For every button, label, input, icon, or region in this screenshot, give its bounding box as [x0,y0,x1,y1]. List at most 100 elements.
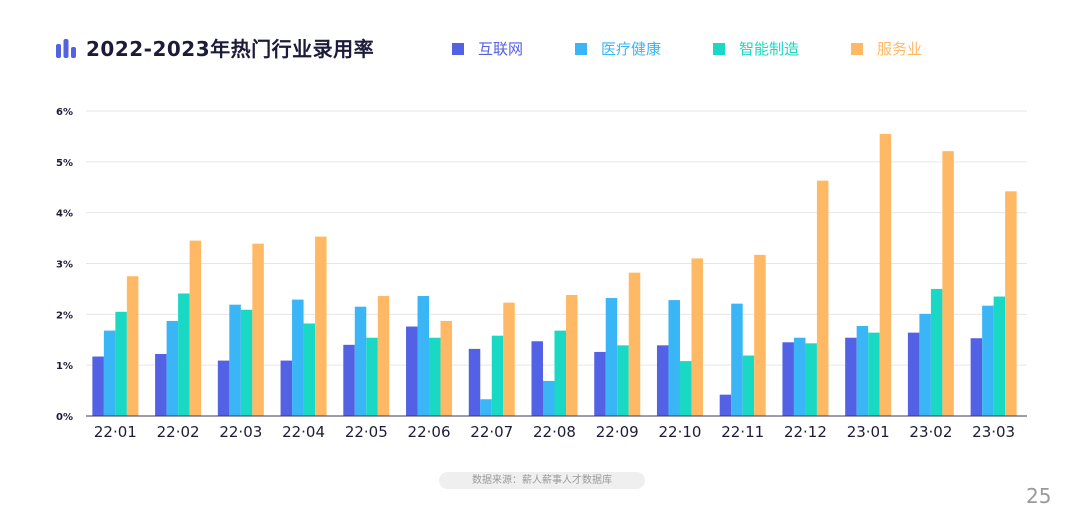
legend-label: 互联网 [478,40,524,58]
bar-3 [554,330,566,416]
bar-3 [429,337,441,416]
bar-2 [605,298,618,416]
y-tick-label: 1% [56,361,73,372]
x-tick-label: 22·12 [784,423,827,441]
bar-4 [628,272,641,416]
x-tick-label: 22·08 [533,423,576,441]
bar-1 [845,337,857,416]
bar-1 [719,394,732,416]
x-tick-label: 22·09 [596,423,639,441]
legend-swatch [851,42,864,55]
bar-1 [217,360,230,416]
bar-2 [480,399,492,416]
chart-legend: 互联网 医疗健康 智能制造 服务业 [452,38,974,59]
x-tick-label: 22·10 [658,423,701,441]
legend-swatch [575,42,588,55]
bar-3 [993,296,1006,416]
bar-4 [377,296,390,416]
x-tick-label: 23·01 [847,423,890,441]
bar-2 [354,306,367,416]
bar-3 [240,309,253,416]
y-tick-label: 3% [56,260,73,271]
y-tick-label: 6% [56,107,73,118]
bar-4 [315,236,327,416]
x-tick-label: 22·11 [721,423,764,441]
bar-1 [155,353,167,416]
bar-4 [440,320,453,416]
bar-2 [292,299,304,416]
bar-4 [816,180,829,416]
x-tick-label: 22·03 [219,423,262,441]
bar-4 [189,240,202,416]
bar-3 [805,343,817,416]
bar-1 [531,341,543,416]
bar-2 [919,313,931,416]
bar-3 [742,355,755,416]
bar-3 [679,361,692,416]
x-tick-label: 22·02 [157,423,200,441]
legend-item: 互联网 [452,38,523,59]
legend-swatch [452,42,464,55]
bar-4 [566,295,578,416]
bar-3 [617,345,629,416]
bar-1 [907,332,920,416]
bar-1 [280,360,293,416]
bar-2 [229,304,241,416]
bar-1 [406,326,418,416]
bar-3 [930,288,943,416]
page-number: 25 [1026,484,1052,508]
legend-label: 智能制造 [739,40,800,58]
chart-title-group: 2022-2023年热门行业录用率 [55,33,374,62]
legend-item: 服务业 [851,38,922,59]
data-source-label: 数据来源：薪人薪事人才数据库 [439,472,645,489]
x-tick-label: 23·03 [972,423,1015,441]
legend-swatch [713,42,726,55]
legend-label: 服务业 [877,40,923,58]
bar-chart-icon [56,38,76,58]
bar-1 [656,345,669,416]
bar-2 [793,337,806,416]
bar-4 [503,302,515,416]
bar-2 [668,300,680,416]
x-tick-label: 22·04 [282,423,325,441]
bar-4 [942,151,954,417]
x-tick-label: 22·06 [408,423,451,441]
legend-item: 医疗健康 [575,38,661,59]
legend-label: 医疗健康 [601,40,662,58]
bar-2 [543,380,555,416]
y-tick-label: 5% [56,158,73,169]
x-tick-label: 22·05 [345,423,388,441]
bar-4 [754,254,766,416]
bar-1 [343,344,355,416]
bar-4 [126,276,139,416]
x-tick-label: 23·02 [909,423,952,441]
y-tick-label: 4% [56,209,73,220]
legend-item: 智能制造 [713,38,799,59]
bar-4 [879,133,892,416]
bar-4 [252,243,264,416]
bar-2 [856,326,869,416]
bar-1 [468,348,481,416]
bar-2 [982,305,994,416]
bar-2 [731,303,743,416]
bar-4 [691,258,703,416]
bar-3 [178,293,190,416]
bar-3 [303,323,316,416]
bar-1 [594,351,606,416]
bar-1 [92,356,104,416]
bar-1 [970,338,983,416]
bar-3 [366,337,378,416]
y-tick-label: 2% [56,310,73,321]
chart-title: 2022-2023年热门行业录用率 [86,37,375,61]
x-tick-label: 22·01 [94,423,137,441]
y-tick-label: 0% [56,412,73,423]
bar-2 [417,296,430,416]
bar-3 [868,332,880,416]
x-tick-label: 22·07 [470,423,513,441]
bar-1 [782,342,794,416]
bar-4 [1005,191,1017,416]
bar-3 [115,311,127,416]
bar-3 [491,335,504,416]
bar-2 [166,320,179,416]
